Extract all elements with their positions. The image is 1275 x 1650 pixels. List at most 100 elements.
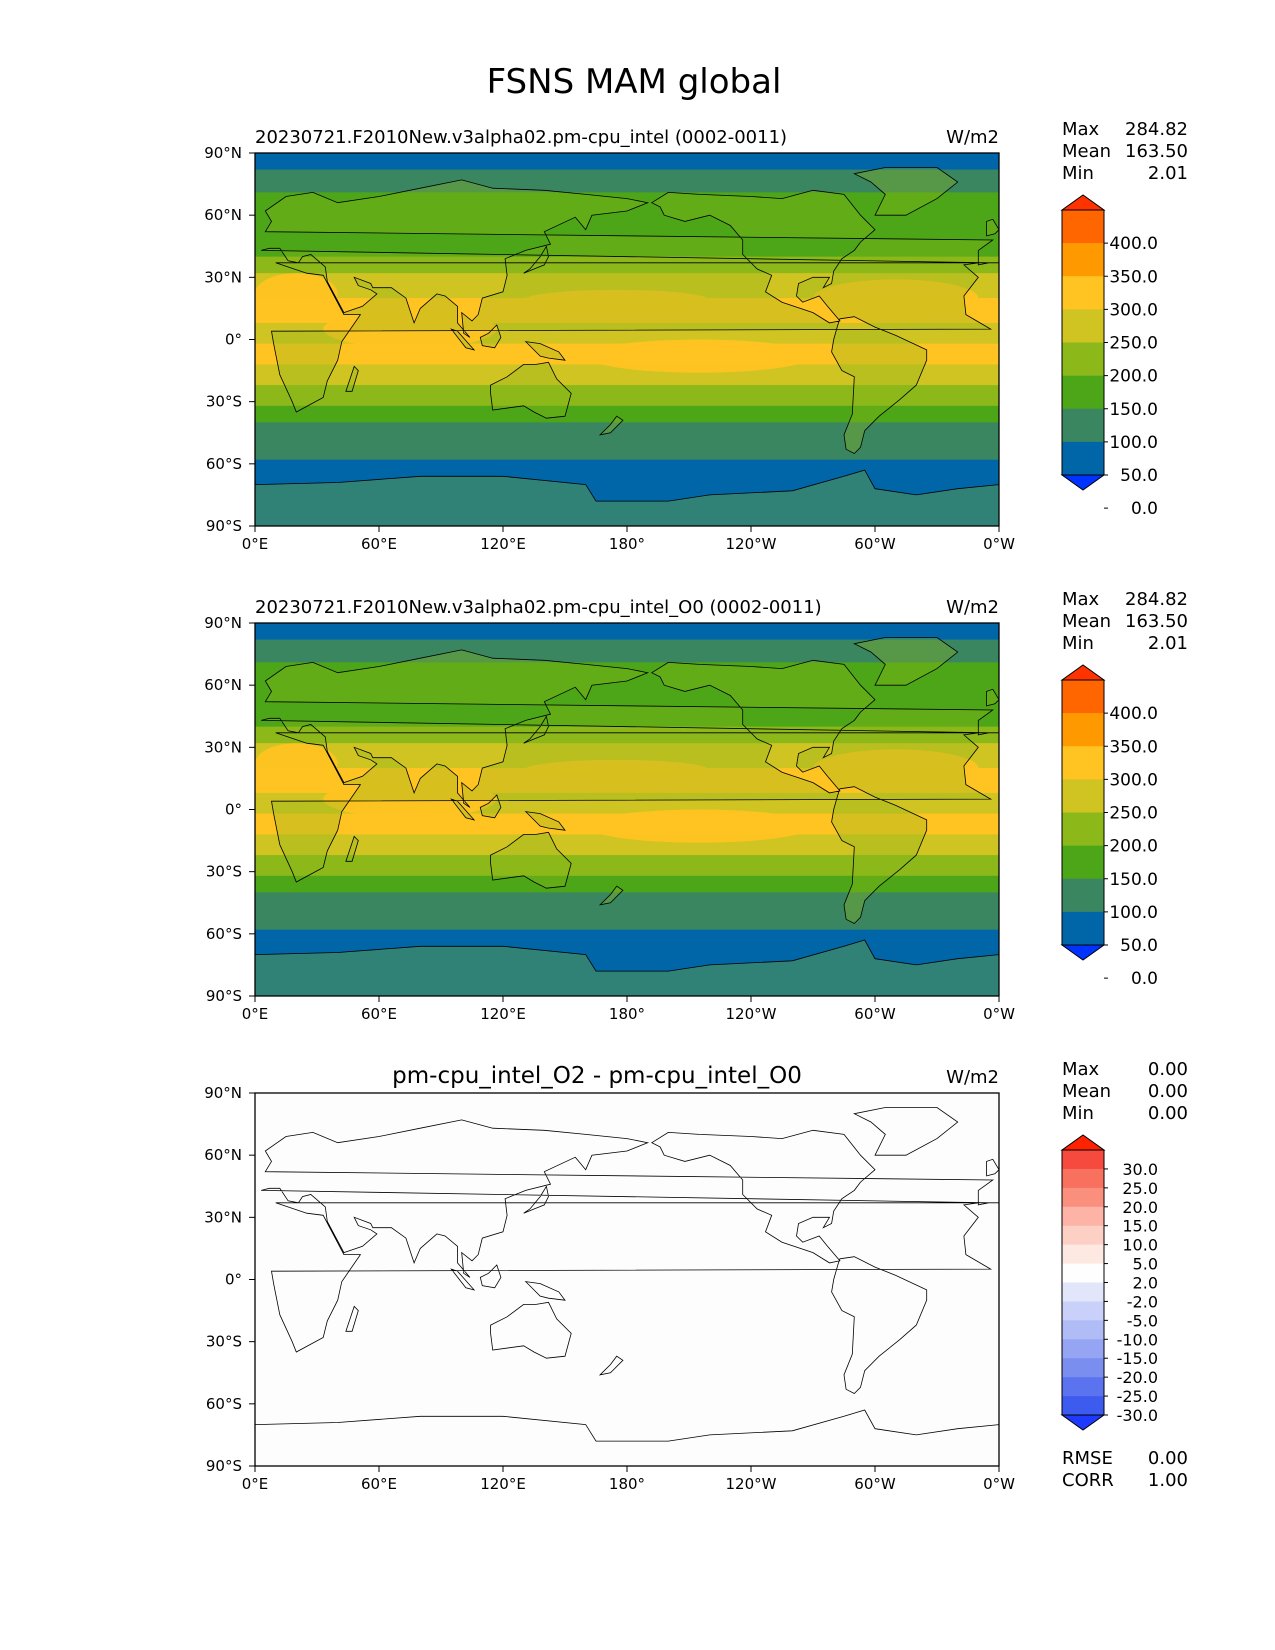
colorbar: 30.025.020.015.010.05.02.0-2.0-5.0-10.0-… [1060, 1134, 1158, 1431]
colorbar-label: 50.0 [1120, 936, 1158, 956]
field-band [255, 639, 999, 663]
field-band [255, 422, 999, 440]
field-high-region [813, 749, 979, 787]
field-high-region [585, 809, 813, 843]
y-tick-label: 60°N [204, 676, 242, 694]
panel-title: 20230721.F2010New.v3alpha02.pm-cpu_intel… [255, 597, 822, 618]
colorbar-segment [1062, 1396, 1104, 1416]
y-tick-label: 30°N [204, 1208, 242, 1226]
field-band [255, 219, 999, 237]
footer-value: 0.00 [1148, 1448, 1188, 1469]
panel-units: W/m2 [946, 597, 999, 618]
map-field [255, 1093, 999, 1466]
colorbar-segment [1062, 911, 1104, 946]
x-tick-label: 60°W [854, 1475, 896, 1493]
x-tick-label: 120°W [726, 1005, 777, 1023]
x-tick-label: 0°E [242, 535, 269, 553]
x-tick-label: 0°W [983, 535, 1015, 553]
stat-label: Mean [1062, 1081, 1111, 1102]
colorbar-segment [1062, 878, 1104, 913]
colorbar-segment [1062, 812, 1104, 846]
colorbar-label: 100.0 [1109, 433, 1158, 453]
colorbar-label: -20.0 [1117, 1368, 1158, 1387]
coastline [255, 167, 999, 526]
x-tick-label: 120°E [480, 1475, 526, 1493]
y-tick-label: 90°S [206, 517, 242, 535]
colorbar: 400.0 350.0 300.0 250.0 200.0 150.0 100.0 50.0 0… [1060, 194, 1158, 519]
colorbar-label: 300.0 [1109, 300, 1158, 320]
footer-label: CORR [1062, 1470, 1114, 1491]
x-tick-label: 120°W [726, 1475, 777, 1493]
stat-label: Min [1062, 1103, 1094, 1124]
x-tick-label: 60°W [854, 535, 896, 553]
colorbar-segment [1062, 1301, 1104, 1321]
colorbar-segment [1062, 441, 1104, 476]
stat-value: 284.82 [1125, 119, 1188, 140]
field-band [255, 405, 999, 423]
stat-value: 2.01 [1148, 633, 1188, 654]
colorbar-label: 30.0 [1122, 1160, 1158, 1179]
colorbar-label: 20.0 [1122, 1198, 1158, 1217]
stat-value: 163.50 [1125, 611, 1188, 632]
footer-value: 1.00 [1148, 1470, 1188, 1491]
colorbar-label: 5.0 [1133, 1255, 1158, 1274]
stat-label: Max [1062, 1059, 1100, 1080]
colorbar-segment [1062, 680, 1104, 714]
field-high-region [323, 310, 497, 348]
field-band [255, 438, 999, 461]
colorbar-label: 400.0 [1109, 234, 1158, 254]
x-tick-label: 0°E [242, 1005, 269, 1023]
colorbar-label: 350.0 [1109, 267, 1158, 287]
colorbar-extend-max [1060, 664, 1106, 681]
colorbar-extend-max [1060, 194, 1106, 211]
panel-title: pm-cpu_intel_O2 - pm-cpu_intel_O0 [392, 1063, 802, 1089]
colorbar-segment [1062, 1225, 1104, 1245]
coastline [255, 637, 999, 996]
stat-label: Min [1062, 633, 1094, 654]
x-tick-label: 60°E [361, 1475, 397, 1493]
field-high-region [255, 273, 338, 315]
field-band [255, 875, 999, 893]
x-tick-label: 0°W [983, 1005, 1015, 1023]
y-tick-label: 60°N [204, 1146, 242, 1164]
field-band [255, 855, 999, 877]
y-tick-label: 0° [225, 801, 242, 819]
map-field [255, 623, 999, 996]
figure-title: FSNS MAM global [487, 62, 782, 102]
colorbar-label: 400.0 [1109, 704, 1158, 724]
field-band [255, 364, 999, 386]
stat-label: Mean [1062, 611, 1111, 632]
colorbar-segment [1062, 342, 1104, 376]
coastline [255, 1107, 999, 1466]
colorbar-segment [1062, 1150, 1104, 1170]
colorbar-extend-min [1060, 474, 1106, 491]
y-tick-label: 30°S [206, 863, 242, 881]
colorbar-label: 250.0 [1109, 804, 1158, 824]
x-tick-label: 0°E [242, 1475, 269, 1493]
panel-3: 0°E 60°E 120°E 180° 120°W 60°W 0°W 90°N 60°N 30°N… [204, 1059, 1188, 1493]
panel-units: W/m2 [946, 127, 999, 148]
colorbar-segment [1062, 210, 1104, 244]
colorbar-label: 150.0 [1109, 870, 1158, 890]
colorbar-label: 150.0 [1109, 400, 1158, 420]
x-tick-label: 120°W [726, 535, 777, 553]
x-tick-label: 60°W [854, 1005, 896, 1023]
field-band [255, 892, 999, 910]
x-tick-label: 120°E [480, 1005, 526, 1023]
colorbar-label: 200.0 [1109, 837, 1158, 857]
colorbar-segment [1062, 845, 1104, 880]
field-high-region [255, 743, 338, 785]
field-band [255, 726, 999, 744]
field-high-region [523, 289, 710, 311]
colorbar-label: 250.0 [1109, 334, 1158, 354]
panel-title: 20230721.F2010New.v3alpha02.pm-cpu_intel… [255, 127, 787, 148]
colorbar-label: -10.0 [1117, 1330, 1158, 1349]
colorbar-segment [1062, 1168, 1104, 1189]
field-band [255, 385, 999, 407]
x-tick-label: 120°E [480, 535, 526, 553]
field-band [255, 459, 999, 526]
stat-value: 0.00 [1148, 1059, 1188, 1080]
field-band [255, 153, 999, 171]
y-tick-label: 30°N [204, 738, 242, 756]
field-band [255, 689, 999, 707]
